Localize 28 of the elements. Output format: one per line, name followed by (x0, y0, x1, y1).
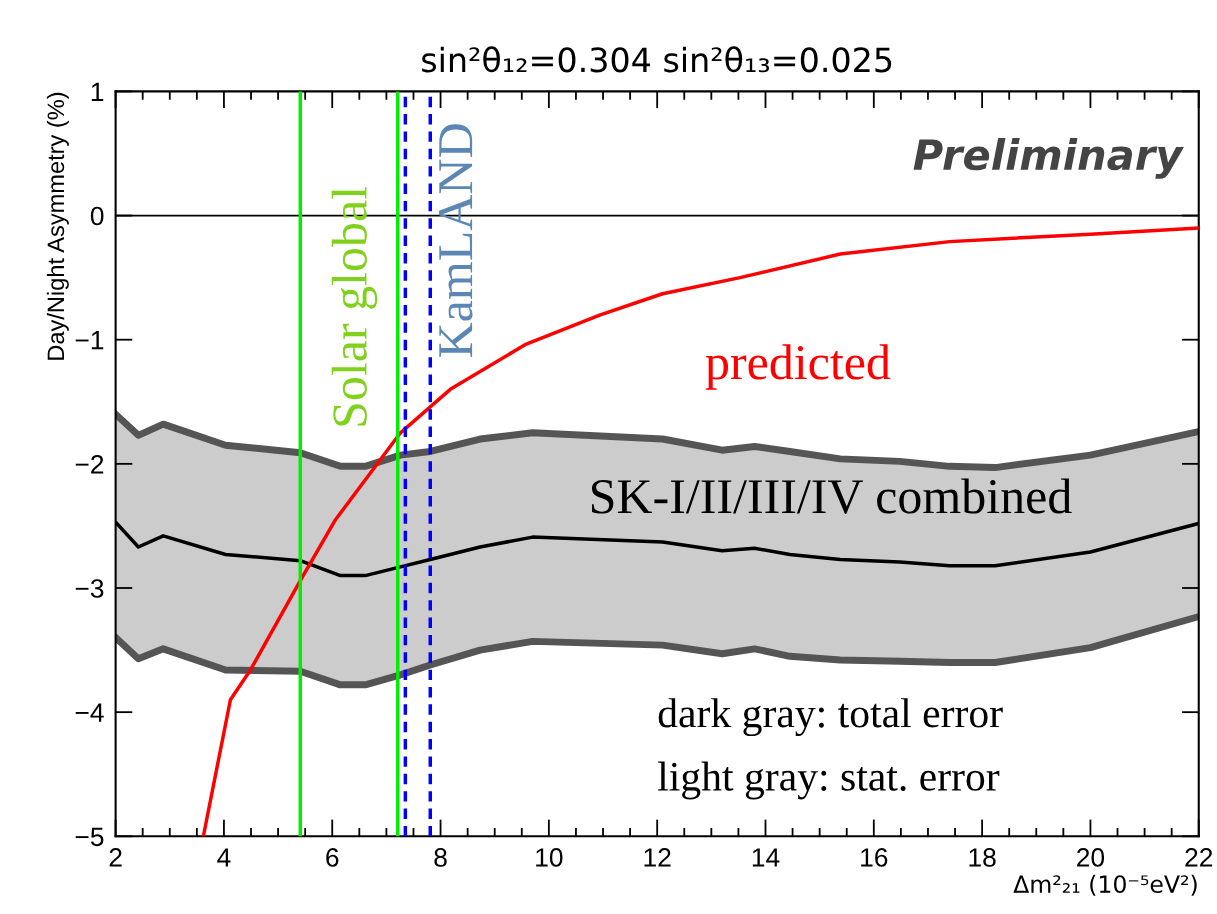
annotation: dark gray: total error (658, 698, 1003, 737)
x-tick-label: 18 (969, 848, 996, 867)
y-tick-label: 1 (91, 82, 104, 101)
y-tick-label: −4 (75, 703, 104, 722)
x-tick-label: 20 (1077, 848, 1105, 867)
x-tick-label: 16 (861, 848, 888, 867)
y-tick-label: −1 (75, 331, 104, 350)
ref-line-label: Solar global (331, 186, 378, 426)
annotation: Preliminary (913, 138, 1184, 179)
x-tick-label: 10 (536, 848, 563, 867)
x-tick-label: 12 (644, 848, 671, 867)
chart-title: sin²θ₁₂=0.304 sin²θ₁₃=0.025 (422, 46, 892, 73)
y-tick-label: 0 (90, 206, 104, 226)
annotation: light gray: stat. error (658, 761, 1000, 800)
x-tick-label: 8 (434, 848, 447, 867)
x-tick-label: 2 (109, 848, 122, 867)
ref-line-label: KamLAND (439, 124, 473, 357)
y-tick-label: −5 (75, 827, 104, 847)
x-tick-label: 14 (752, 848, 780, 867)
x-tick-label: 6 (326, 848, 339, 867)
annotation: predicted (705, 344, 891, 390)
x-tick-label: 4 (217, 848, 231, 867)
x-axis-title: Δm²₂₁ (10⁻⁵eV²) (1013, 874, 1197, 896)
annotation: SK-I/II/III/IV combined (591, 478, 1072, 514)
y-axis-title: Day/Night Asymmetry (%) (46, 92, 69, 360)
y-tick-label: −2 (75, 454, 104, 474)
x-tick-label: 22 (1185, 848, 1213, 867)
y-tick-label: −3 (75, 579, 104, 598)
